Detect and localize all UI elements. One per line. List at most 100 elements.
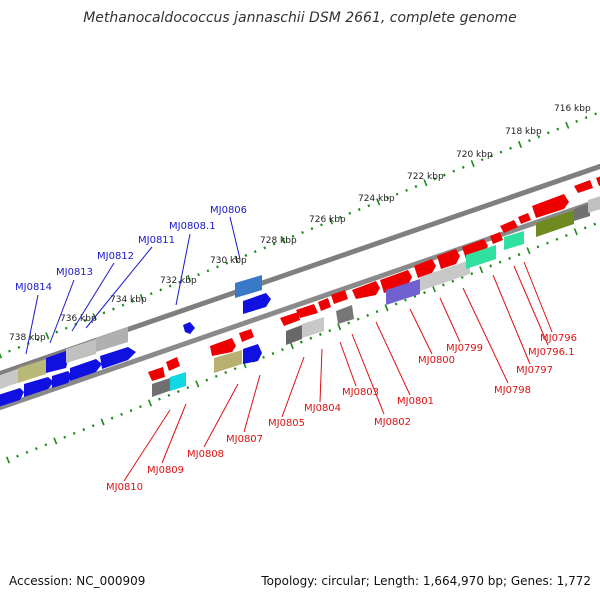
gene-label[interactable]: MJ0814 [15, 282, 52, 293]
gene-block[interactable] [280, 312, 300, 326]
gene-label[interactable]: MJ0807 [226, 434, 263, 445]
gene-block[interactable] [518, 213, 531, 224]
scale-label: 734 kbp [110, 295, 147, 305]
gene-label[interactable]: MJ0808 [187, 449, 224, 460]
gene-label[interactable]: MJ0810 [106, 482, 143, 493]
gene-block[interactable] [243, 293, 271, 314]
gene-block[interactable] [170, 372, 186, 391]
major-tick [139, 294, 144, 302]
gene-block[interactable] [466, 245, 496, 269]
gene-block[interactable] [239, 329, 254, 342]
minor-tick [120, 412, 123, 416]
gene-block[interactable] [574, 180, 593, 193]
gene-block[interactable] [352, 281, 380, 299]
gene-block[interactable] [596, 175, 600, 186]
gene-label[interactable]: MJ0796 [540, 333, 577, 344]
gene-label[interactable]: MJ0800 [418, 355, 455, 366]
gene-label[interactable]: MJ0803 [342, 387, 379, 398]
minor-tick [528, 139, 531, 143]
gene-label[interactable]: MJ0813 [56, 267, 93, 278]
gene-label[interactable]: MJ0809 [147, 465, 184, 476]
gene-label[interactable]: MJ0801 [397, 396, 434, 407]
gene-block[interactable] [318, 298, 331, 311]
minor-tick [272, 242, 276, 246]
gene-block[interactable] [536, 210, 574, 237]
gene-block[interactable] [490, 232, 503, 244]
minor-tick [158, 397, 161, 401]
gene-label[interactable]: MJ0796.1 [528, 347, 575, 358]
gene-block[interactable] [52, 371, 72, 388]
gene-block[interactable] [296, 304, 318, 318]
major-tick [187, 274, 192, 282]
gene-block[interactable] [386, 279, 420, 305]
gene-block[interactable] [574, 203, 590, 221]
gene-label[interactable]: MJ0806 [210, 205, 247, 216]
gene-block[interactable] [100, 347, 136, 369]
gene-block[interactable] [66, 339, 96, 363]
gene-label[interactable]: MJ0812 [97, 251, 134, 262]
gene-label[interactable]: MJ0804 [304, 403, 341, 414]
gene-block[interactable] [0, 388, 24, 407]
gene-block[interactable] [437, 249, 460, 269]
gene-block[interactable] [235, 275, 262, 298]
minor-tick [499, 150, 503, 154]
gene-label[interactable]: MJ0811 [138, 235, 175, 246]
gene-label[interactable]: MJ0802 [374, 417, 411, 428]
minor-tick [375, 310, 379, 314]
major-tick [45, 332, 50, 340]
gene-block[interactable] [214, 350, 242, 373]
gene-block[interactable] [420, 260, 470, 291]
gene-label[interactable]: MJ0798 [494, 385, 531, 396]
minor-tick [480, 158, 484, 162]
gene-block[interactable] [46, 351, 68, 373]
gene-label[interactable]: MJ0799 [446, 343, 483, 354]
minor-tick [404, 298, 407, 302]
gene-block[interactable] [588, 195, 600, 213]
gene-block[interactable] [462, 239, 488, 259]
gene-block[interactable] [0, 368, 20, 390]
minor-tick [112, 307, 115, 311]
gene-label[interactable]: MJ0797 [516, 365, 553, 376]
minor-tick [130, 299, 134, 303]
gene-block[interactable] [331, 290, 348, 304]
scale-label: 722 kbp [407, 172, 444, 182]
minor-tick [310, 227, 314, 231]
gene-block[interactable] [286, 325, 302, 345]
gene-block[interactable] [302, 317, 324, 338]
minor-tick [225, 261, 229, 265]
gene-block[interactable] [504, 231, 524, 250]
minor-tick [309, 336, 313, 340]
genome-summary-text: Topology: circular; Length: 1,664,970 bp… [261, 574, 591, 588]
major-tick [526, 247, 531, 255]
minor-tick [575, 119, 579, 123]
major-tick [337, 323, 342, 331]
gene-block[interactable] [414, 259, 436, 278]
gene-label[interactable]: MJ0805 [268, 418, 305, 429]
gene-block[interactable] [96, 327, 128, 352]
minor-tick [356, 317, 360, 321]
lower-scale-line [5, 222, 597, 464]
gene-block[interactable] [336, 305, 354, 324]
minor-tick [197, 273, 200, 277]
minor-tick [357, 208, 361, 211]
minor-tick [536, 245, 540, 249]
major-tick [384, 304, 389, 312]
gene-block[interactable] [210, 338, 236, 356]
gene-block[interactable] [500, 220, 518, 233]
gene-block[interactable] [166, 357, 180, 371]
gene-block[interactable] [152, 378, 172, 397]
gene-block[interactable] [243, 344, 262, 364]
minor-tick [509, 146, 512, 150]
gene-block[interactable] [18, 359, 46, 383]
gene-block[interactable] [183, 322, 195, 334]
gene-block[interactable] [148, 367, 165, 381]
gene-block[interactable] [70, 359, 102, 381]
gene-block[interactable] [24, 377, 54, 397]
gene-label[interactable]: MJ0808.1 [169, 221, 216, 232]
minor-tick [441, 283, 445, 287]
gene-block[interactable] [380, 270, 412, 293]
minor-tick [338, 215, 342, 219]
gene-block[interactable] [532, 194, 569, 218]
minor-tick [320, 223, 323, 227]
